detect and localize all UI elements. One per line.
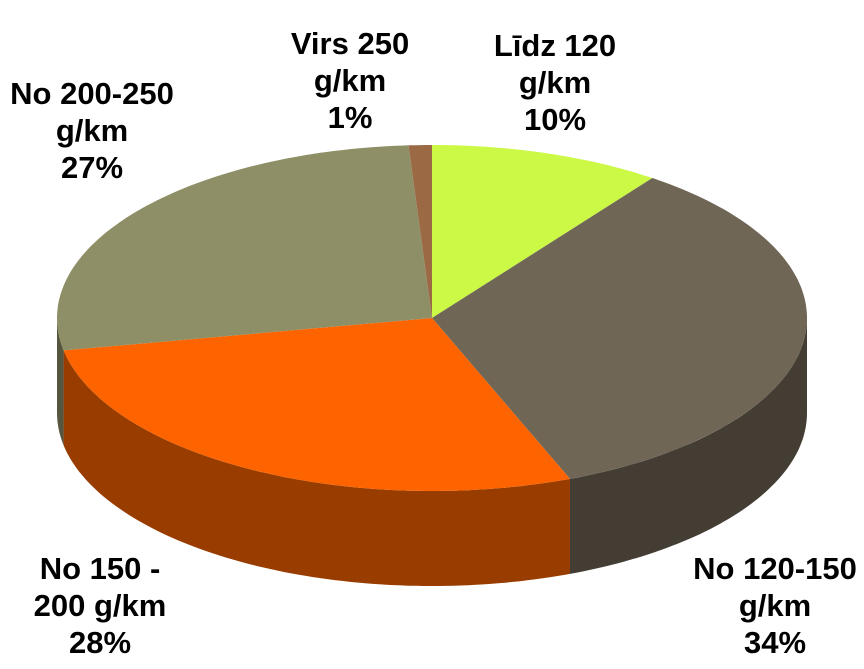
slice-side — [570, 318, 807, 574]
category-label: Līdz 120 g/km — [493, 27, 617, 100]
value-label: 1% — [327, 99, 373, 135]
value-label: 28% — [68, 624, 132, 660]
slice-label: No 120-150 g/km 34% — [690, 550, 860, 661]
value-label: 10% — [523, 101, 587, 137]
slice-label: Virs 250 g/km 1% — [265, 25, 435, 136]
slice — [63, 318, 570, 491]
category-label: No 120-150 g/km — [693, 550, 857, 623]
slice-label: Līdz 120 g/km 10% — [470, 27, 640, 138]
value-label: 27% — [60, 149, 124, 185]
slice-side — [63, 350, 570, 586]
slice — [408, 145, 432, 318]
slice-side — [57, 318, 64, 446]
slice — [432, 178, 807, 479]
slice-label: No 200-250 g/km 27% — [7, 75, 177, 186]
category-label: No 150 - 200 g/km — [33, 550, 167, 623]
category-label: Virs 250 g/km — [290, 25, 410, 98]
category-label: No 200-250 g/km — [10, 75, 174, 148]
slice-label: No 150 - 200 g/km 28% — [15, 550, 185, 661]
slice — [432, 145, 653, 318]
slice — [57, 145, 432, 351]
value-label: 34% — [743, 624, 807, 660]
